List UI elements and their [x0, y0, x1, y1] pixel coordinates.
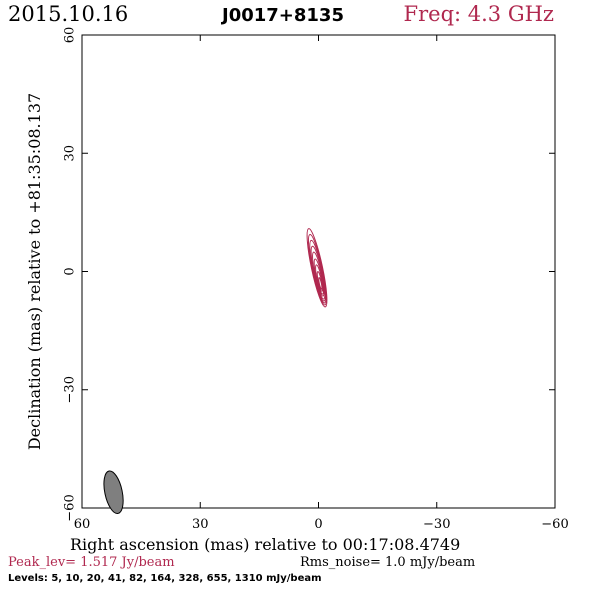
- contour-level: [306, 228, 328, 308]
- y-tick-label: 0: [63, 267, 78, 275]
- contour-level: [318, 277, 323, 290]
- contour-level: [315, 264, 324, 295]
- y-tick-label: −60: [63, 494, 78, 521]
- observation-date: 2015.10.16: [8, 2, 129, 26]
- y-tick-label: −30: [63, 376, 78, 403]
- y-tick-label: 60: [63, 27, 78, 44]
- source-name: J0017+8135: [222, 5, 344, 26]
- x-tick-label: 30: [192, 517, 209, 532]
- frequency-label: Freq: 4.3 GHz: [403, 2, 554, 26]
- axis-ticks: 60 30 0 −30 −60 −60 −30 0 30 60: [63, 27, 569, 532]
- y-tick-label: 30: [63, 145, 78, 162]
- y-axis-label: Declination (mas) relative to +81:35:08.…: [25, 93, 44, 450]
- x-tick-label: −60: [541, 517, 568, 532]
- x-axis-label: Right ascension (mas) relative to 00:17:…: [70, 535, 461, 554]
- contour-level: [310, 245, 326, 302]
- contour-levels: Levels: 5, 10, 20, 41, 82, 164, 328, 655…: [8, 573, 322, 584]
- contour-level: [313, 258, 325, 297]
- x-tick-label: 60: [74, 517, 91, 532]
- x-tick-label: 0: [314, 517, 322, 532]
- source-contours: [306, 228, 328, 308]
- peak-level: Peak_lev= 1.517 Jy/beam: [8, 555, 175, 570]
- rms-noise: Rms_noise= 1.0 mJy/beam: [300, 555, 476, 570]
- contour-level: [316, 271, 324, 292]
- x-tick-label: −30: [423, 517, 450, 532]
- contour-level: [312, 251, 326, 300]
- beam-ellipse: [103, 470, 124, 515]
